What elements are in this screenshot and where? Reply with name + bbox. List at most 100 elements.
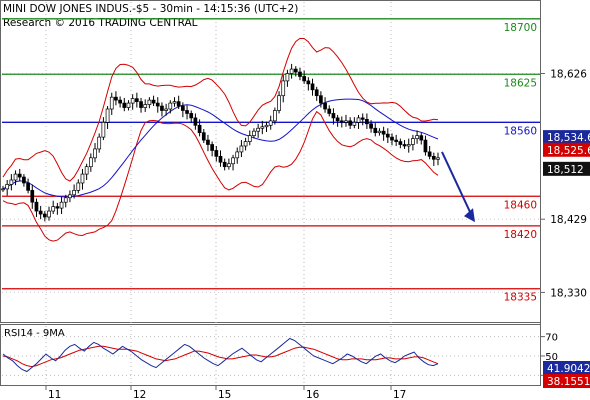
rsi-value-box — [543, 374, 590, 388]
y-tick-label: 18,330 — [550, 287, 587, 299]
forecast-arrow — [441, 151, 475, 223]
candle-body — [72, 190, 76, 196]
price-box — [543, 142, 590, 157]
candle-body — [59, 201, 64, 209]
candle-body — [411, 138, 415, 145]
candle-body — [151, 99, 156, 104]
candle-body — [348, 120, 353, 126]
candle-body — [114, 96, 118, 101]
rsi-level-label: 70 — [545, 333, 558, 344]
candle-body — [218, 155, 223, 163]
level-label: 18420 — [504, 229, 537, 241]
candle-body — [227, 163, 231, 168]
rsi-line — [2, 337, 439, 373]
candle-body — [293, 68, 298, 73]
candle-body — [214, 150, 219, 157]
candle-body — [373, 127, 378, 134]
level-label: 18700 — [504, 22, 537, 34]
candle-body — [243, 141, 248, 147]
candle-body — [93, 148, 97, 159]
candle-body — [365, 119, 369, 125]
candle-body — [360, 117, 365, 120]
candle-body — [206, 139, 210, 145]
time-axis: 11 12 15 16 17 — [45, 385, 406, 400]
candle-body — [222, 161, 227, 168]
price-boxes: 18,534.618,525.6 18,512 — [543, 130, 590, 176]
candle-body — [176, 101, 181, 107]
candle-body — [109, 96, 114, 110]
candle-body — [76, 182, 81, 191]
candle-body — [298, 71, 302, 77]
candle-body — [210, 144, 214, 151]
candle-body — [398, 141, 403, 145]
candle-body — [160, 105, 164, 111]
level-label: 18625 — [504, 77, 537, 89]
candle-body — [256, 127, 260, 132]
candle-body — [394, 139, 399, 142]
price-grid — [2, 2, 540, 384]
candle-body — [47, 210, 51, 218]
candle-body — [239, 145, 244, 153]
candle-body — [277, 95, 281, 111]
candle-body — [314, 89, 319, 97]
candle-body — [101, 121, 106, 138]
candle-body — [352, 121, 357, 126]
price-box-label: 18,534.6 — [547, 132, 590, 144]
candle-body — [369, 123, 373, 129]
candle-body — [415, 135, 419, 139]
rsi-level-label: 50 — [545, 352, 558, 363]
price-axis: 18,626 18,429 18,330 — [540, 0, 587, 386]
candle-body — [1, 188, 5, 191]
candle-body — [185, 110, 189, 114]
candle-body — [402, 144, 407, 147]
y-tick-label: 18,429 — [550, 214, 587, 226]
candle-body — [80, 173, 85, 184]
rsi-ma-line — [2, 345, 439, 368]
rsi-label: RSI14 - 9MA — [4, 328, 65, 339]
chart-title: MINI DOW JONES INDUS.-$5 - 30min - 14:15… — [3, 3, 298, 15]
candle-body — [327, 108, 332, 114]
candle-body — [189, 113, 194, 119]
moving-average — [2, 98, 439, 198]
forecast-arrowhead — [464, 208, 475, 223]
candle-body — [323, 102, 327, 110]
candle-body — [134, 98, 139, 102]
candle-body — [97, 136, 102, 150]
candle-body — [306, 80, 311, 85]
candle-body — [51, 206, 56, 212]
rsi-value-box — [543, 361, 590, 375]
candle-body — [139, 101, 143, 108]
candle-body — [356, 117, 361, 123]
price-box — [543, 161, 590, 176]
candle-body — [436, 157, 440, 160]
candle-body — [335, 117, 340, 122]
price-box — [543, 130, 590, 145]
candle-body — [130, 98, 135, 104]
candle-body — [143, 104, 148, 108]
candle-body — [122, 102, 127, 108]
candle-body — [26, 182, 30, 191]
candle-body — [281, 80, 286, 97]
candle-body — [197, 124, 202, 134]
x-tick-label: 17 — [393, 389, 406, 400]
x-tick-label: 11 — [48, 389, 61, 400]
price-box-label: 18,512 — [547, 164, 584, 176]
candle-body — [252, 130, 256, 136]
candle-body — [17, 173, 22, 178]
candle-body — [344, 120, 348, 123]
candle-body — [423, 139, 428, 153]
level-label: 18560 — [504, 125, 537, 137]
price-panel-frame — [0, 0, 541, 323]
candle-body — [264, 124, 269, 128]
candle-body — [105, 108, 110, 123]
candle-body — [181, 105, 185, 111]
chart-subtitle: Research © 2016 TRADING CENTRAL — [3, 17, 198, 29]
candle-body — [68, 194, 72, 199]
level-label: 18335 — [504, 292, 537, 304]
candlesticks — [1, 63, 440, 222]
candle-body — [164, 108, 168, 111]
candle-body — [285, 73, 290, 82]
candle-body — [339, 120, 344, 123]
candle-body — [55, 206, 60, 209]
level-label: 18460 — [504, 199, 537, 211]
